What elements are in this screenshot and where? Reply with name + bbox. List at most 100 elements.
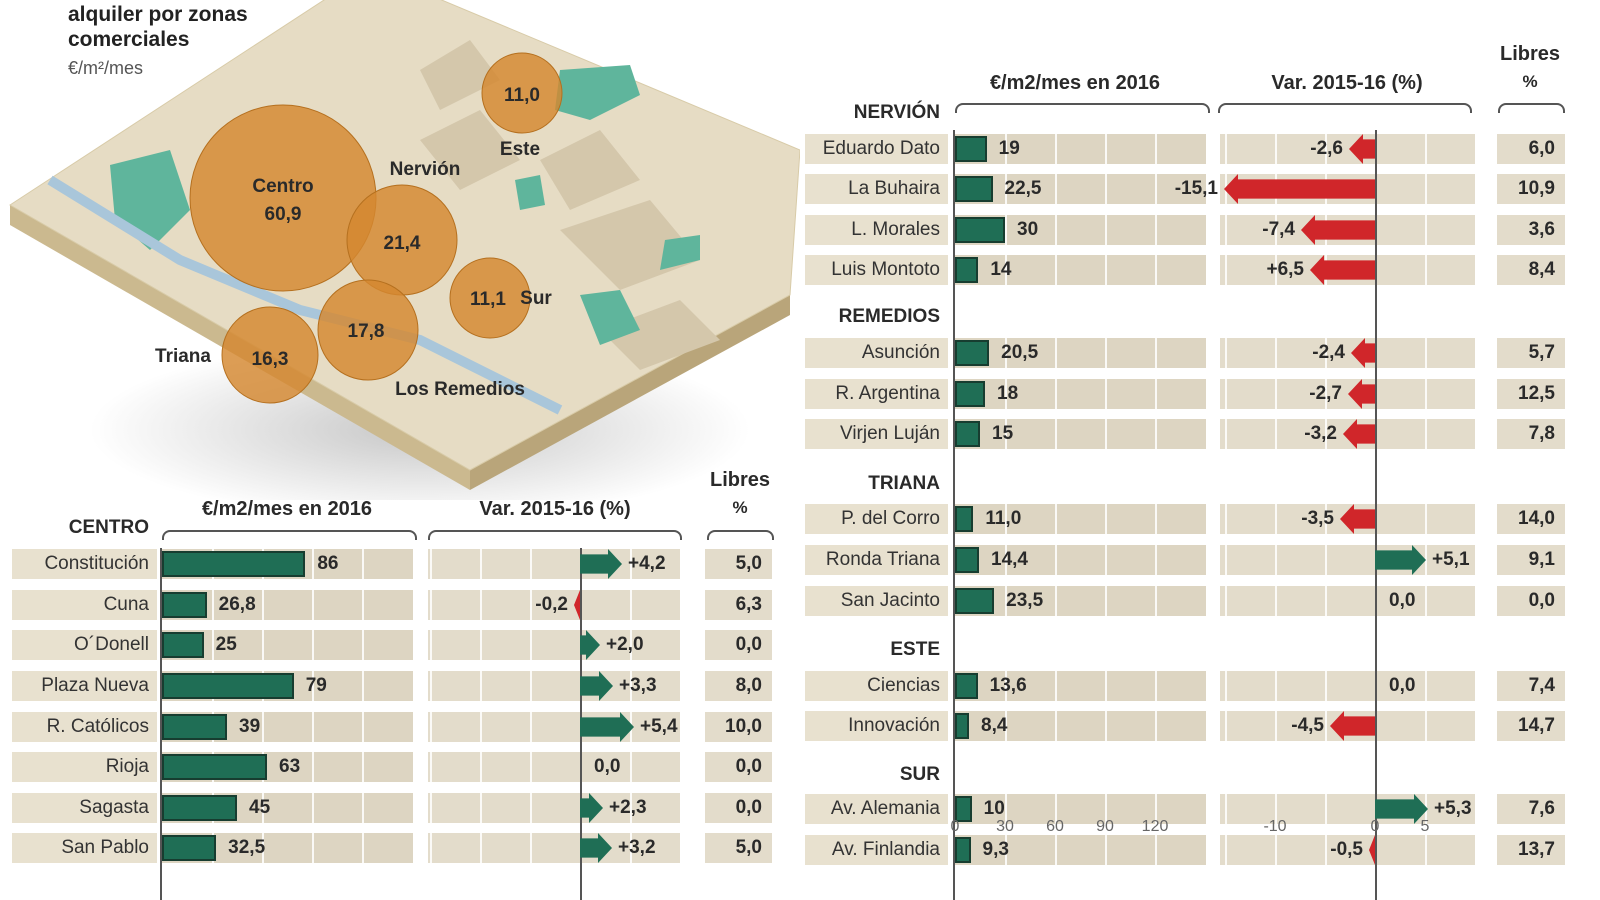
rent-bar (955, 217, 1005, 243)
var-value: -0,2 (535, 594, 568, 615)
rent-gridline (1005, 130, 1007, 900)
rent-bar (955, 136, 987, 162)
row-free-band (1497, 379, 1565, 409)
rent-value: 79 (305, 675, 327, 696)
row-free-band (1497, 338, 1565, 368)
row-name: Innovación (848, 715, 940, 736)
var-value: +3,2 (618, 837, 656, 858)
row-var-band (428, 671, 680, 701)
map-value-centro: 60,9 (264, 204, 302, 225)
rent-bar (955, 257, 979, 283)
free-value: 3,6 (1528, 219, 1555, 240)
free-value: 6,0 (1528, 138, 1555, 159)
row-label-band (805, 711, 948, 741)
row-label-band (805, 174, 948, 204)
var-value: 0,0 (594, 756, 621, 777)
row-rent-band (953, 586, 1206, 616)
row-free-band (705, 833, 772, 863)
rent-bar (955, 176, 993, 202)
rent-gridline (312, 548, 315, 900)
rent-value: 25 (215, 634, 237, 655)
row-free-band (1497, 134, 1565, 164)
row-name: Cuna (103, 594, 149, 615)
decrease-arrow (1369, 835, 1375, 865)
rent-value: 32,5 (228, 837, 266, 858)
row-free-band (1497, 794, 1565, 824)
row-label-band (805, 835, 948, 865)
bubble-sur (449, 257, 531, 339)
map-value-remedios: 17,8 (347, 321, 385, 342)
row-name: P. del Corro (841, 508, 940, 529)
left-rent-bracket (162, 530, 417, 540)
row-name: Constitución (44, 553, 149, 574)
group-header: TRIANA (868, 473, 940, 494)
row-free-band (1497, 215, 1565, 245)
free-value: 0,0 (735, 756, 762, 777)
rent-bar (955, 340, 990, 366)
rent-gridline (1055, 130, 1058, 900)
row-var-band (428, 590, 680, 620)
row-free-band (1497, 174, 1565, 204)
var-axis-tick: 5 (1420, 818, 1430, 835)
var-gridline (430, 548, 432, 900)
group-header: ESTE (890, 639, 940, 660)
row-label-band (805, 545, 948, 575)
row-rent-band (953, 794, 1206, 824)
free-value: 7,4 (1528, 675, 1555, 696)
free-value: 7,8 (1528, 423, 1555, 444)
var-value: +3,3 (619, 675, 657, 696)
rent-value: 10 (983, 798, 1005, 819)
row-label-band (12, 712, 157, 742)
row-label-band (12, 671, 157, 701)
row-free-band (1497, 835, 1565, 865)
bubble-remedios (317, 279, 419, 381)
rent-bar (955, 381, 985, 407)
row-name: Virjen Luján (839, 423, 940, 444)
rent-gridline (1155, 130, 1158, 900)
left-free-unit: % (732, 498, 748, 517)
row-free-band (1497, 586, 1565, 616)
var-zero-line (1375, 130, 1377, 900)
row-var-band (1220, 586, 1475, 616)
rent-bar (955, 506, 974, 532)
row-label-band (12, 752, 157, 782)
row-rent-band (953, 504, 1206, 534)
var-gridline (1425, 130, 1427, 900)
rent-value: 63 (279, 756, 301, 777)
rent-value: 22,5 (1004, 178, 1042, 199)
row-free-band (1497, 671, 1565, 701)
bubble-triana (221, 306, 319, 404)
map-label-nervion: Nervión (389, 159, 461, 180)
rent-value: 20,5 (1001, 342, 1039, 363)
rent-bar (955, 837, 971, 863)
row-rent-band (953, 379, 1206, 409)
left-var-header: Var. 2015-16 (%) (479, 498, 631, 520)
rent-bar (162, 592, 207, 618)
river (47, 175, 563, 415)
row-var-band (1220, 379, 1475, 409)
row-name: La Buhaira (848, 178, 940, 199)
right-var-bracket (1218, 103, 1472, 113)
rent-bar (955, 421, 980, 447)
row-name: Rioja (105, 756, 149, 777)
row-name: Asunción (861, 342, 940, 363)
map-label-remedios: Los Remedios (395, 379, 525, 400)
free-value: 12,5 (1518, 383, 1555, 404)
rent-bar (955, 673, 978, 699)
map-label-centro: Centro (252, 176, 314, 197)
row-name: Av. Finlandia (831, 839, 940, 860)
free-value: 8,4 (1528, 259, 1555, 280)
row-free-band (1497, 419, 1565, 449)
row-rent-band (953, 671, 1206, 701)
row-var-band (428, 712, 680, 742)
free-value: 14,7 (1518, 715, 1555, 736)
rent-bar (162, 632, 204, 658)
left-free-bracket (707, 530, 774, 540)
row-rent-band (953, 711, 1206, 741)
row-label-band (12, 630, 157, 660)
chart-subtitle: €/m²/mes (68, 58, 144, 78)
var-value: +5,4 (640, 716, 678, 737)
row-var-band (1220, 794, 1475, 824)
row-free-band (705, 549, 772, 579)
row-label-band (12, 793, 157, 823)
